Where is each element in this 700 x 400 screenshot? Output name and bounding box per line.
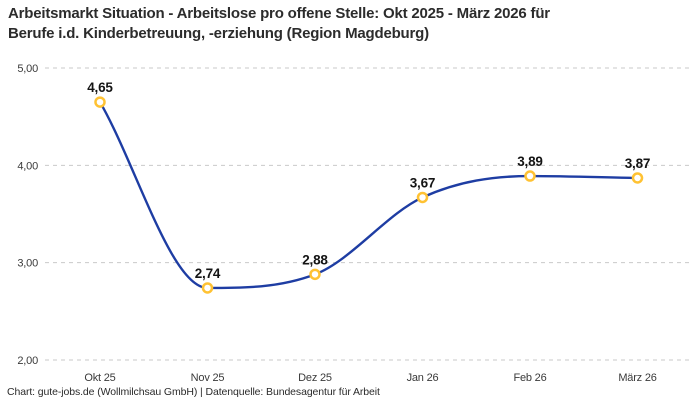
x-tick-label: Feb 26	[513, 372, 546, 384]
gridlines	[45, 67, 692, 361]
x-tick-label: Okt 25	[84, 372, 115, 384]
y-axis-labels: 2,00 3,00 4,00 5,00	[17, 63, 38, 367]
data-point-marker	[94, 96, 106, 108]
data-point-label: 3,87	[625, 156, 650, 171]
data-point-label: 2,88	[302, 252, 328, 267]
data-point-label: 3,67	[410, 175, 435, 190]
y-tick-label: 3,00	[17, 258, 38, 270]
data-point-label: 4,65	[87, 80, 113, 95]
data-point-label: 3,89	[517, 154, 542, 169]
y-tick-label: 5,00	[17, 63, 38, 75]
chart-title: Arbeitsmarkt Situation - Arbeitslose pro…	[8, 5, 550, 42]
chart-source-attribution: Chart: gute-jobs.de (Wollmilchsau GmbH) …	[7, 386, 380, 398]
x-tick-label: Dez 25	[298, 372, 332, 384]
data-point-label: 2,74	[195, 266, 221, 281]
data-point-marker	[631, 172, 644, 184]
x-tick-label: Nov 25	[191, 372, 225, 384]
y-tick-label: 2,00	[17, 355, 38, 367]
x-tick-label: März 26	[618, 372, 656, 384]
data-point-marker	[524, 170, 536, 182]
x-tick-label: Jan 26	[407, 372, 439, 384]
y-tick-label: 4,00	[17, 160, 38, 172]
line-series	[98, 100, 639, 290]
data-point-marker	[416, 191, 429, 204]
data-point-labels: 4,65 2,74 2,88 3,67 3,89 3,87	[87, 80, 650, 281]
x-axis-labels: Okt 25 Nov 25 Dez 25 Jan 26 Feb 26 März 26	[84, 372, 657, 384]
data-point-marker	[201, 282, 214, 294]
data-point-marker	[309, 268, 321, 281]
data-point-markers	[94, 96, 644, 294]
series-line	[98, 100, 639, 290]
